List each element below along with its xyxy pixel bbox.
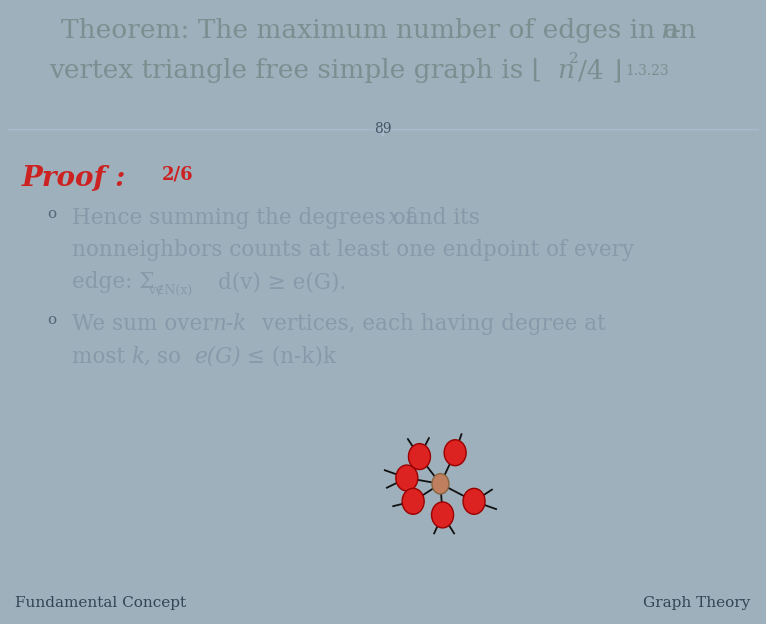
Text: Proof :: Proof :: [22, 165, 136, 192]
Ellipse shape: [444, 440, 466, 466]
Text: n-k: n-k: [212, 313, 246, 335]
Text: Graph Theory: Graph Theory: [643, 596, 751, 610]
Text: Theorem: The maximum number of edges in an: Theorem: The maximum number of edges in …: [61, 18, 705, 43]
Ellipse shape: [402, 489, 424, 514]
Ellipse shape: [408, 444, 430, 470]
Text: /4 ⌋: /4 ⌋: [578, 59, 622, 84]
Text: vertex triangle free simple graph is ⌊: vertex triangle free simple graph is ⌊: [49, 59, 551, 84]
Text: We sum over: We sum over: [72, 313, 219, 335]
Text: 2: 2: [569, 52, 579, 66]
Text: most: most: [72, 346, 132, 368]
Text: 89: 89: [375, 122, 391, 137]
Text: n: n: [557, 59, 574, 84]
Ellipse shape: [463, 489, 485, 514]
Text: Fundamental Concept: Fundamental Concept: [15, 596, 186, 610]
Text: -: -: [672, 18, 681, 43]
Circle shape: [382, 123, 384, 136]
Text: d(v) ≥ e(G).: d(v) ≥ e(G).: [218, 271, 346, 293]
Text: edge: Σ: edge: Σ: [72, 271, 155, 293]
Text: ≤ (n-k)k: ≤ (n-k)k: [240, 346, 336, 368]
Text: n: n: [660, 18, 677, 43]
Ellipse shape: [431, 502, 453, 528]
Text: nonneighbors counts at least one endpoint of every: nonneighbors counts at least one endpoin…: [72, 239, 634, 261]
Text: o: o: [47, 207, 57, 221]
Ellipse shape: [432, 474, 449, 494]
Text: e(G): e(G): [194, 346, 241, 368]
Text: 1.3.23: 1.3.23: [625, 64, 669, 78]
Text: k,: k,: [131, 346, 151, 368]
Text: 2/6: 2/6: [162, 165, 194, 183]
Text: v∉N(x): v∉N(x): [148, 285, 192, 298]
Text: and its: and its: [399, 207, 480, 229]
Text: vertices, each having degree at: vertices, each having degree at: [255, 313, 606, 335]
Ellipse shape: [396, 465, 417, 491]
Text: so: so: [150, 346, 188, 368]
Text: o: o: [47, 313, 57, 327]
Text: x: x: [388, 207, 400, 229]
Text: Hence summing the degrees of: Hence summing the degrees of: [72, 207, 421, 229]
